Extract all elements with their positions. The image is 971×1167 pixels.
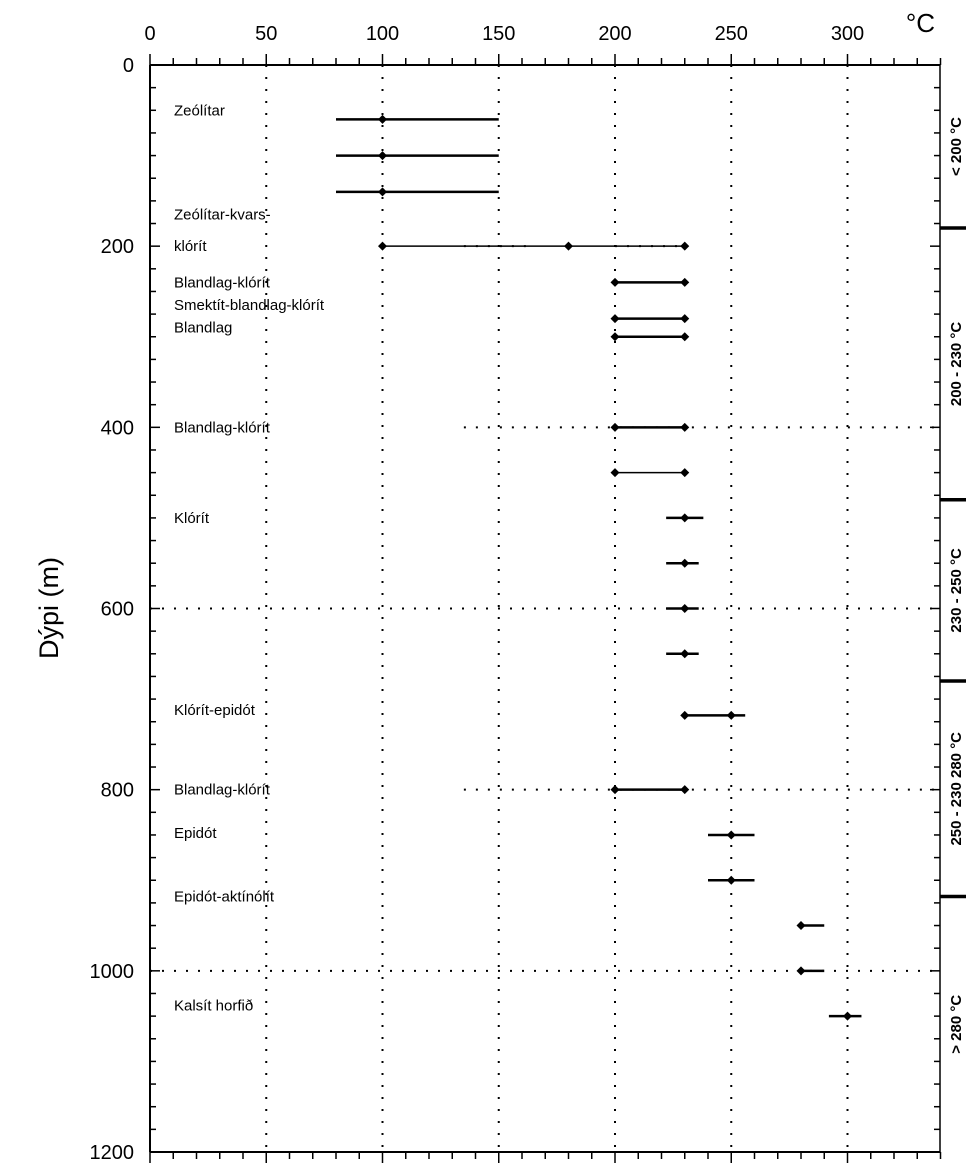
temperature-ranges [336, 114, 862, 1021]
temperature-zones: < 200 °C 200 - 230 °C 230 - 250 °C 250 - 23… [940, 117, 966, 1054]
x-tick-label: 200 [598, 23, 631, 45]
mineral-labels: Zeólítar Zeólítar-kvars-klórít Blandlag-kl… [174, 102, 325, 1014]
mineral-label: Blandlag-klórít [174, 419, 271, 436]
range-point [680, 314, 690, 324]
y-tick-label: 800 [101, 780, 134, 802]
y-tick-label: 1200 [90, 1142, 135, 1164]
range-point [680, 422, 690, 432]
range-point [610, 277, 620, 287]
range-point [680, 468, 690, 478]
range-point [610, 785, 620, 795]
mineral-label: Epidót-aktínólít [174, 889, 275, 906]
x-tick-labels: 0 50 100 150 200 250 300 [144, 23, 864, 45]
range-point [726, 875, 736, 885]
range-point [564, 241, 573, 251]
x-tick-label: 150 [482, 23, 515, 45]
range-point [610, 422, 620, 432]
grid-lines [150, 65, 941, 1152]
x-tick-label: 0 [144, 23, 155, 45]
mineral-label: Smektít-blandlag-klórít [174, 297, 325, 314]
range-point [680, 241, 690, 251]
zone-label: 200 - 230 °C [948, 322, 965, 407]
range-point [378, 114, 387, 124]
range-point [610, 468, 620, 478]
x-tick-label: 100 [366, 23, 399, 45]
mineral-label: Zeólítar [174, 102, 225, 119]
range-point [680, 332, 690, 342]
range-point [680, 785, 690, 795]
mineral-label: Epidót [174, 825, 217, 842]
mineral-label: Klórít-epidót [174, 702, 256, 719]
range-point [726, 830, 736, 840]
mineral-label: Blandlag-klórít [174, 782, 271, 799]
y-tick-label: 1000 [90, 961, 135, 983]
range-point [796, 966, 806, 976]
range-point [796, 921, 806, 931]
range-point [680, 604, 690, 613]
mineral-label: Blandlag-klórít [174, 274, 271, 291]
mineral-label: klórít [174, 238, 207, 255]
y-tick-labels: 0 200 400 600 800 1000 1200 [90, 55, 135, 1164]
y-tick-label: 0 [123, 55, 134, 77]
range-point [378, 241, 387, 251]
x-axis-unit: °C [906, 8, 935, 38]
y-tick-label: 200 [101, 236, 134, 258]
range-point [610, 332, 620, 342]
mineral-label: Zeólítar-kvars- [174, 206, 271, 223]
x-tick-label: 250 [715, 23, 748, 45]
range-point [680, 649, 690, 659]
zone-label: > 280 °C [948, 995, 965, 1054]
range-point [726, 710, 736, 720]
range-point [680, 558, 690, 568]
mineral-label: Blandlag [174, 320, 232, 337]
range-point [378, 187, 387, 197]
x-tick-label: 300 [831, 23, 864, 45]
y-axis-label: Dýpi (m) [34, 557, 64, 659]
y-tick-label: 600 [101, 599, 134, 621]
range-point [680, 710, 690, 720]
x-tick-label: 50 [255, 23, 277, 45]
zone-label: < 200 °C [948, 117, 965, 176]
range-point [610, 314, 620, 324]
y-tick-label: 400 [101, 417, 134, 439]
range-point [680, 277, 690, 287]
tick-marks [149, 54, 942, 1163]
range-point [843, 1011, 852, 1021]
axes [149, 64, 941, 1153]
zone-label: 230 - 250 °C [948, 548, 965, 633]
zone-label: 250 - 230 280 °C [948, 732, 965, 846]
mineral-label: Klórít [174, 510, 210, 527]
range-point [680, 513, 690, 523]
mineral-label: Kalsít horfið [174, 997, 253, 1014]
range-point [378, 151, 387, 161]
